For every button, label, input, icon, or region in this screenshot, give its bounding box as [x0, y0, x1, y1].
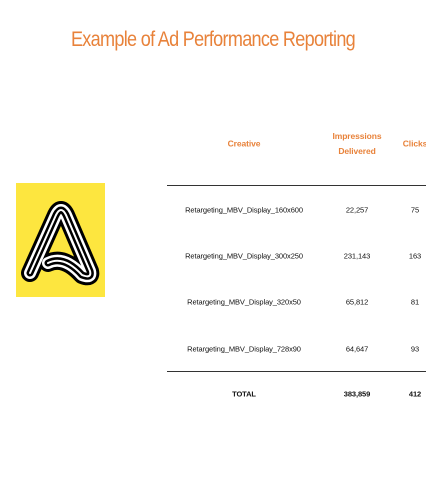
total-cell: 383,859 — [343, 389, 371, 399]
table-cell: 65,812 — [345, 297, 369, 307]
table-cell: 93 — [410, 344, 420, 354]
header-rule — [167, 185, 426, 186]
column-header: Impressions Delivered — [332, 131, 382, 156]
table-cell: Retargeting_MBV_Display_300x250 — [185, 251, 303, 261]
total-cell: TOTAL — [232, 389, 256, 399]
logo — [16, 183, 105, 297]
total-rule — [167, 371, 426, 372]
table-cell: 81 — [410, 297, 420, 307]
table-cell: 75 — [410, 205, 420, 215]
table-cell: 231,143 — [343, 251, 371, 261]
table-cell: 163 — [408, 251, 422, 261]
page-title: Example of Ad Performance Reporting — [70, 28, 356, 51]
table-cell: 64,647 — [345, 344, 369, 354]
table-cell: Retargeting_MBV_Display_160x600 — [185, 205, 303, 215]
table-cell: Retargeting_MBV_Display_320x50 — [187, 297, 301, 307]
table-cell: 22,257 — [345, 205, 369, 215]
total-cell: 412 — [408, 389, 422, 399]
column-header: Clicks — [402, 138, 426, 149]
column-header: Creative — [227, 138, 261, 149]
table-cell: Retargeting_MBV_Display_728x90 — [187, 344, 301, 354]
